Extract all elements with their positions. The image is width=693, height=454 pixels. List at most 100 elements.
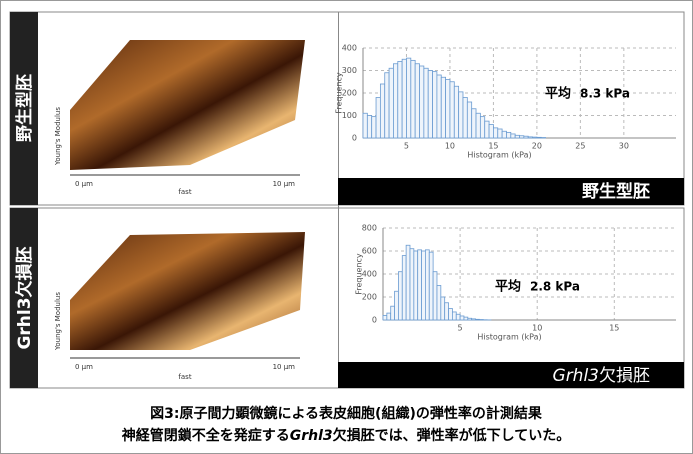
bar [437, 75, 441, 138]
bar [449, 309, 453, 321]
bar [385, 73, 389, 138]
caption: 図3:原子間力顕微鏡による表皮細胞(組織)の弾性率の計測結果 [150, 405, 543, 422]
annotation-label: 平均 [545, 86, 571, 102]
x-axis-label: Histogram (kPa) [477, 333, 541, 342]
bar [446, 80, 450, 139]
bar [472, 319, 476, 320]
bar [524, 136, 528, 138]
x-tick-label: 5 [404, 142, 409, 151]
bar [376, 98, 380, 139]
afm-label: 10 µm [273, 363, 296, 371]
bar [511, 134, 515, 138]
x-tick-label: 30 [619, 142, 629, 151]
y-tick-label: 0 [372, 316, 377, 325]
y-tick-label: 200 [342, 89, 357, 98]
y-tick-label: 600 [362, 247, 377, 256]
suffix: 欠損胚 [14, 246, 35, 297]
bar [433, 72, 437, 138]
afm-label: 0 µm [75, 363, 93, 371]
bar [420, 66, 424, 138]
row-label: Grhl3欠損胚 [14, 246, 35, 349]
bar [402, 256, 406, 320]
bar [452, 312, 456, 320]
bar [485, 121, 489, 138]
bar [414, 251, 418, 320]
bar [489, 125, 493, 139]
x-tick-label: 15 [609, 324, 619, 333]
bar [387, 313, 391, 320]
y-tick-label: 100 [342, 111, 357, 120]
afm-label: Young's Modulus [54, 107, 62, 166]
x-tick-label: 25 [575, 142, 585, 151]
bar [533, 137, 537, 138]
y-axis-label: Frequency [355, 253, 364, 295]
caption-gene: Grhl3 [290, 428, 333, 444]
bar [520, 136, 524, 138]
bar [428, 71, 432, 139]
bar [493, 128, 497, 138]
caption: 神経管閉鎖不全を発症するGrhl3欠損胚では、弾性率が低下していた。 [122, 427, 571, 444]
x-tick-label: 10 [532, 324, 542, 333]
bar [445, 303, 449, 320]
bar [429, 252, 433, 320]
bar [441, 297, 445, 320]
bar [459, 92, 463, 138]
y-tick-label: 300 [342, 66, 357, 75]
x-axis-label: Histogram (kPa) [467, 151, 531, 160]
bar [467, 102, 471, 138]
annotation-value: 2.8 kPa [530, 280, 580, 294]
bar [402, 59, 406, 138]
bar [363, 113, 367, 138]
bar [502, 131, 506, 138]
bar [450, 82, 454, 138]
bar [398, 62, 402, 139]
x-tick-label: 15 [488, 142, 498, 151]
x-tick-label: 20 [532, 142, 542, 151]
banner-text: 野生型胚 [582, 181, 650, 202]
y-tick-label: 400 [362, 270, 377, 279]
bar [437, 286, 441, 321]
x-tick-label: 10 [445, 142, 455, 151]
bar [391, 306, 395, 320]
gene: Grhl3 [15, 297, 35, 349]
bar [441, 77, 445, 138]
y-tick-label: 200 [362, 293, 377, 302]
bar [454, 86, 458, 138]
bar [398, 272, 402, 320]
y-tick-label: 400 [342, 44, 357, 53]
annotation-value: 8.3 kPa [580, 87, 630, 101]
bar [537, 137, 541, 138]
bar [456, 314, 460, 320]
banner-text: Grhl3欠損胚 [553, 366, 650, 386]
figure: 野生型胚 Grhl3欠損胚 野生型胚 Grhl3欠損胚 0 µm fast 10… [0, 0, 693, 454]
x-tick-label: 5 [458, 324, 463, 333]
annotation-label: 平均 [495, 279, 521, 295]
bar [433, 272, 437, 320]
bar [389, 68, 393, 138]
bar [476, 113, 480, 138]
bar [395, 291, 399, 320]
bar [415, 64, 419, 138]
bar [425, 250, 429, 320]
bar [422, 251, 426, 320]
afm-label: fast [178, 188, 191, 196]
bar [476, 319, 480, 320]
bar [515, 135, 519, 138]
bar [410, 249, 414, 320]
bar [480, 117, 484, 138]
bar [463, 98, 467, 139]
bar [460, 316, 464, 320]
bar [506, 132, 510, 138]
suffix: 欠損胚 [599, 366, 650, 386]
bar [372, 117, 376, 138]
bar [411, 60, 415, 138]
y-tick-label: 0 [352, 134, 357, 143]
y-tick-label: 800 [362, 224, 377, 233]
gene: Grhl3 [553, 366, 599, 386]
bar [383, 315, 387, 320]
bar [464, 317, 468, 320]
y-axis-label: Frequency [335, 72, 344, 114]
bar [393, 64, 397, 138]
bar [367, 116, 371, 139]
bar [424, 68, 428, 138]
